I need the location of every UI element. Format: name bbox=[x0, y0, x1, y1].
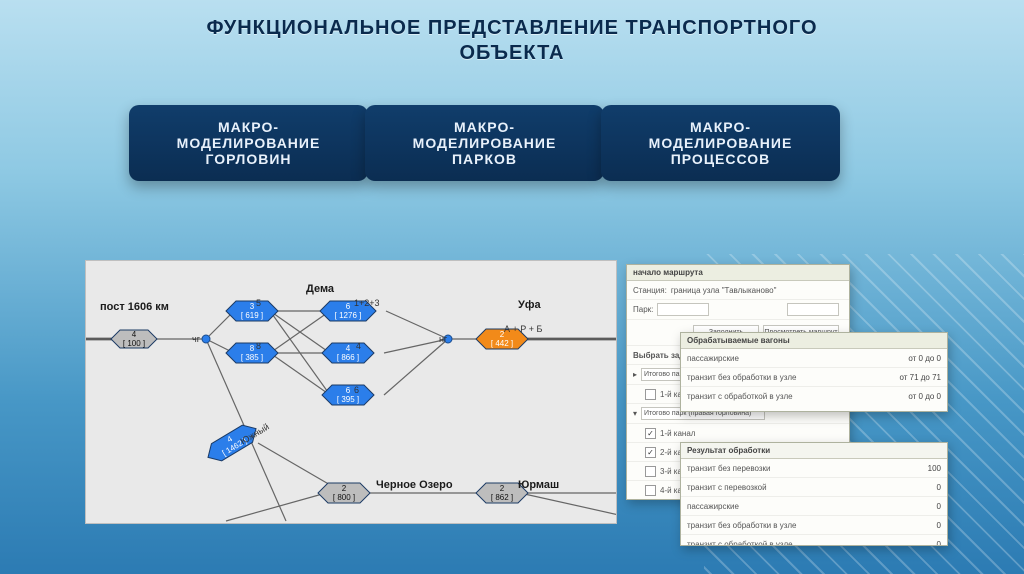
diagram-label: 1+2+3 bbox=[354, 298, 380, 308]
svg-text:[ 800 ]: [ 800 ] bbox=[333, 493, 355, 502]
panel-route-header: начало маршрута bbox=[627, 265, 849, 281]
result-row: транзит с обработкой в узле0 bbox=[681, 535, 947, 546]
wagon-row: транзит без обработки в узлеот 71 до 71 bbox=[681, 368, 947, 387]
wagon-row: транзит с обработкой в узлеот 0 до 0 bbox=[681, 387, 947, 405]
result-row: транзит с перевозкой0 bbox=[681, 478, 947, 497]
panel-results-rows: транзит без перевозки100транзит с перево… bbox=[681, 459, 947, 546]
result-row: транзит без перевозки100 bbox=[681, 459, 947, 478]
svg-text:[ 619 ]: [ 619 ] bbox=[241, 311, 263, 320]
diagram-label: Дема bbox=[306, 283, 334, 295]
callout-line: МАКРО- bbox=[151, 119, 346, 135]
diagram-node: 6[ 395 ] bbox=[322, 385, 374, 405]
svg-text:4: 4 bbox=[132, 330, 137, 339]
svg-text:[ 866 ]: [ 866 ] bbox=[337, 353, 359, 362]
callout-line: МОДЕЛИРОВАНИЕ bbox=[623, 135, 818, 151]
callout-parks: МАКРО- МОДЕЛИРОВАНИЕ ПАРКОВ bbox=[365, 105, 604, 181]
panel-results-header: Результат обработки bbox=[681, 443, 947, 459]
result-row: пассажирские0 bbox=[681, 497, 947, 516]
diagram-label: пост 1606 км bbox=[100, 301, 169, 313]
panel-results: Результат обработки транзит без перевозк… bbox=[680, 442, 948, 546]
diagram-node: 4[ 1462 ] bbox=[203, 420, 261, 466]
network-diagram-panel: 4[ 100 ]3[ 619 ]8[ 385 ]6[ 1276 ]4[ 866 … bbox=[85, 260, 617, 524]
result-row: транзит без обработки в узле0 bbox=[681, 516, 947, 535]
diagram-label: 5 bbox=[256, 298, 261, 308]
page-title: ФУНКЦИОНАЛЬНОЕ ПРЕДСТАВЛЕНИЕ ТРАНСПОРТНО… bbox=[0, 16, 1024, 66]
svg-text:3: 3 bbox=[250, 302, 255, 311]
svg-text:8: 8 bbox=[250, 344, 255, 353]
svg-text:[ 442 ]: [ 442 ] bbox=[491, 339, 513, 348]
diagram-label: 4 bbox=[356, 341, 361, 351]
callout-line: ГОРЛОВИН bbox=[151, 151, 346, 167]
panel-route-station-row: Станция: граница узла "Тавлыканово" bbox=[627, 281, 849, 300]
park-select-2[interactable] bbox=[787, 303, 839, 316]
svg-text:[ 100 ]: [ 100 ] bbox=[123, 339, 145, 348]
field-value: граница узла "Тавлыканово" bbox=[671, 286, 777, 295]
diagram-label: Юрмаш bbox=[518, 479, 559, 491]
panel-wagons-rows: пассажирскиеот 0 до 0транзит без обработ… bbox=[681, 349, 947, 405]
title-line2: ОБЪЕКТА bbox=[0, 41, 1024, 66]
diagram-label: 8 bbox=[256, 341, 261, 351]
park-select[interactable] bbox=[657, 303, 709, 316]
panel-wagons: Обрабатываемые вагоны пассажирскиеот 0 д… bbox=[680, 332, 948, 412]
callout-line: ПРОЦЕССОВ bbox=[623, 151, 818, 167]
wagon-row: пассажирскиеот 0 до 0 bbox=[681, 349, 947, 368]
callout-line: МОДЕЛИРОВАНИЕ bbox=[387, 135, 582, 151]
diagram-label: нг bbox=[439, 334, 447, 344]
svg-text:6: 6 bbox=[346, 302, 351, 311]
svg-text:[ 862 ]: [ 862 ] bbox=[491, 493, 513, 502]
diagram-label: чг bbox=[192, 334, 200, 344]
callout-line: МАКРО- bbox=[387, 119, 582, 135]
svg-text:[ 1276 ]: [ 1276 ] bbox=[335, 311, 362, 320]
callout-line: МОДЕЛИРОВАНИЕ bbox=[151, 135, 346, 151]
diagram-label: А + Р + Б bbox=[504, 324, 542, 334]
diagram-label: Черное Озеро bbox=[376, 479, 453, 491]
panel-route-park-row: Парк: bbox=[627, 300, 849, 320]
callout-gorlovin: МАКРО- МОДЕЛИРОВАНИЕ ГОРЛОВИН bbox=[129, 105, 368, 181]
slide-stage: ФУНКЦИОНАЛЬНОЕ ПРЕДСТАВЛЕНИЕ ТРАНСПОРТНО… bbox=[0, 0, 1024, 574]
callout-line: МАКРО- bbox=[623, 119, 818, 135]
diagram-node: 3[ 619 ] bbox=[226, 301, 278, 321]
title-line1: ФУНКЦИОНАЛЬНОЕ ПРЕДСТАВЛЕНИЕ ТРАНСПОРТНО… bbox=[0, 16, 1024, 41]
channel-item[interactable]: 1-й канал bbox=[627, 424, 849, 443]
diagram-node: 8[ 385 ] bbox=[226, 343, 278, 363]
svg-text:6: 6 bbox=[346, 386, 351, 395]
diagram-label: Уфа bbox=[518, 299, 541, 311]
callout-processes: МАКРО- МОДЕЛИРОВАНИЕ ПРОЦЕССОВ bbox=[601, 105, 840, 181]
svg-text:2: 2 bbox=[342, 484, 347, 493]
field-label: Парк: bbox=[633, 305, 653, 314]
svg-text:[ 395 ]: [ 395 ] bbox=[337, 395, 359, 404]
panel-wagons-header: Обрабатываемые вагоны bbox=[681, 333, 947, 349]
diagram-node: 4[ 866 ] bbox=[322, 343, 374, 363]
field-label: Станция: bbox=[633, 286, 667, 295]
callout-line: ПАРКОВ bbox=[387, 151, 582, 167]
diagram-node: 2[ 800 ] bbox=[318, 483, 370, 503]
svg-text:[ 385 ]: [ 385 ] bbox=[241, 353, 263, 362]
svg-text:4: 4 bbox=[346, 344, 351, 353]
svg-text:2: 2 bbox=[500, 484, 505, 493]
diagram-label: 6 bbox=[354, 385, 359, 395]
diagram-node: 4[ 100 ] bbox=[111, 330, 157, 348]
